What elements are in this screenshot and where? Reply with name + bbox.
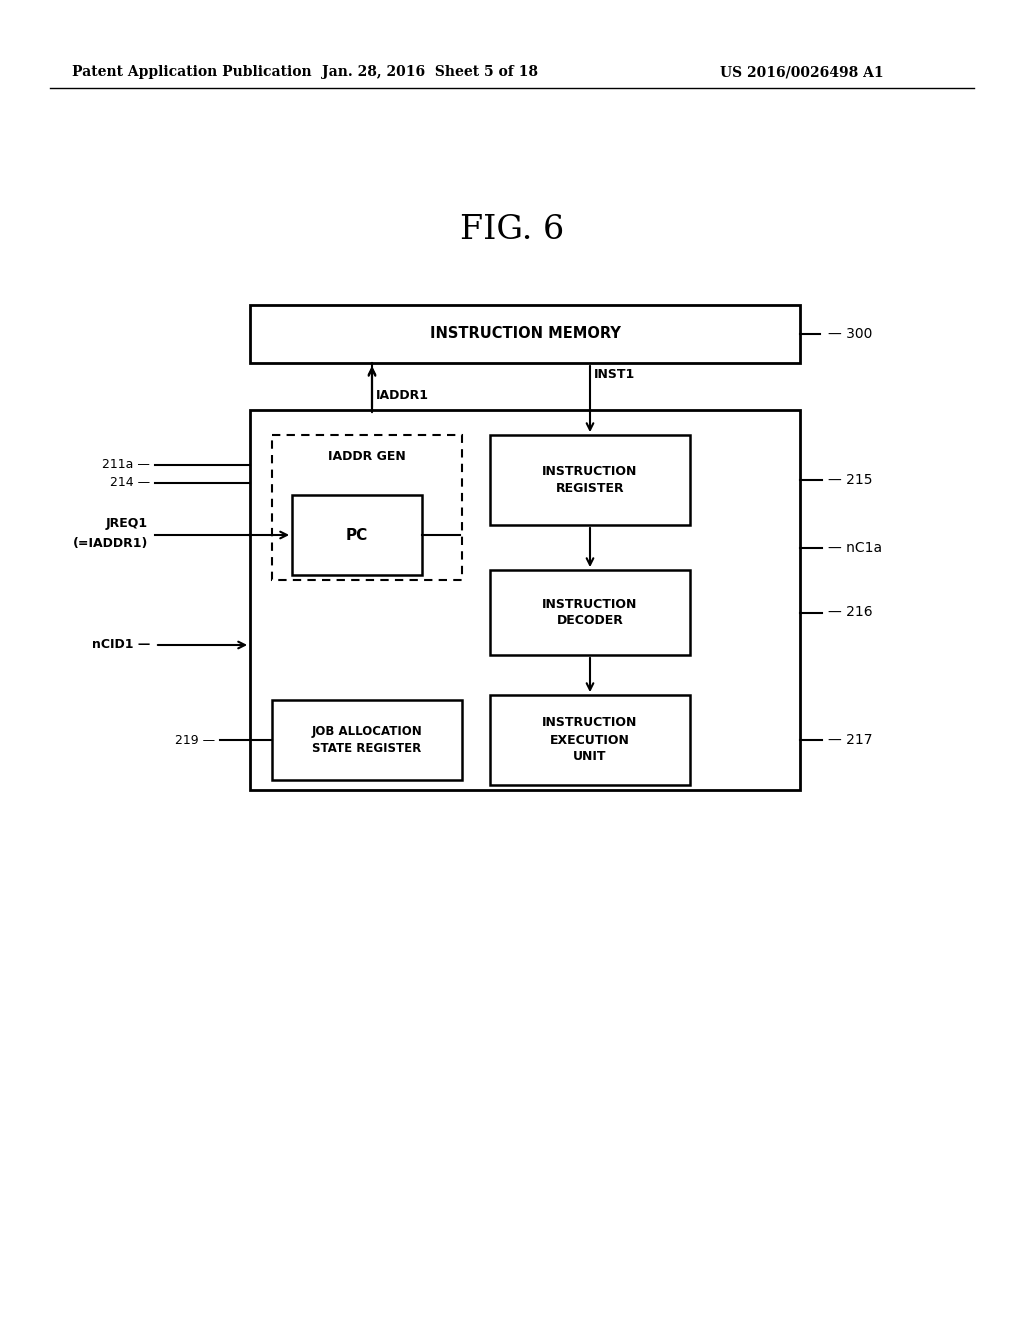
Bar (272, 700, 462, 780)
Text: IADDR1: IADDR1 (376, 389, 429, 403)
Text: — 300: — 300 (828, 327, 872, 341)
Text: JOB ALLOCATION
STATE REGISTER: JOB ALLOCATION STATE REGISTER (311, 725, 422, 755)
Text: INSTRUCTION
REGISTER: INSTRUCTION REGISTER (543, 465, 638, 495)
Text: — 216: — 216 (828, 606, 872, 619)
Text: US 2016/0026498 A1: US 2016/0026498 A1 (720, 65, 884, 79)
Text: INSTRUCTION
DECODER: INSTRUCTION DECODER (543, 598, 638, 627)
Text: Patent Application Publication: Patent Application Publication (72, 65, 311, 79)
Bar (272, 436, 462, 579)
Bar (490, 696, 690, 785)
Text: INSTRUCTION
EXECUTION
UNIT: INSTRUCTION EXECUTION UNIT (543, 717, 638, 763)
Text: — 215: — 215 (828, 473, 872, 487)
Bar (250, 411, 800, 789)
Bar (490, 570, 690, 655)
Text: 214 —: 214 — (110, 477, 150, 490)
Text: 211a —: 211a — (102, 458, 150, 471)
Text: INSTRUCTION MEMORY: INSTRUCTION MEMORY (429, 326, 621, 342)
Text: nCID1 —: nCID1 — (92, 639, 150, 652)
Text: INST1: INST1 (594, 368, 635, 381)
Text: Jan. 28, 2016  Sheet 5 of 18: Jan. 28, 2016 Sheet 5 of 18 (322, 65, 538, 79)
Text: PC: PC (346, 528, 368, 543)
Text: — 217: — 217 (828, 733, 872, 747)
Text: (=IADDR1): (=IADDR1) (73, 537, 148, 550)
Bar (490, 436, 690, 525)
Text: — nC1a: — nC1a (828, 540, 882, 554)
Bar (250, 305, 800, 363)
Text: FIG. 6: FIG. 6 (460, 214, 564, 246)
Text: IADDR GEN: IADDR GEN (328, 450, 406, 463)
Text: 219 —: 219 — (175, 734, 215, 747)
Text: JREQ1: JREQ1 (105, 517, 148, 531)
Bar (292, 495, 422, 576)
